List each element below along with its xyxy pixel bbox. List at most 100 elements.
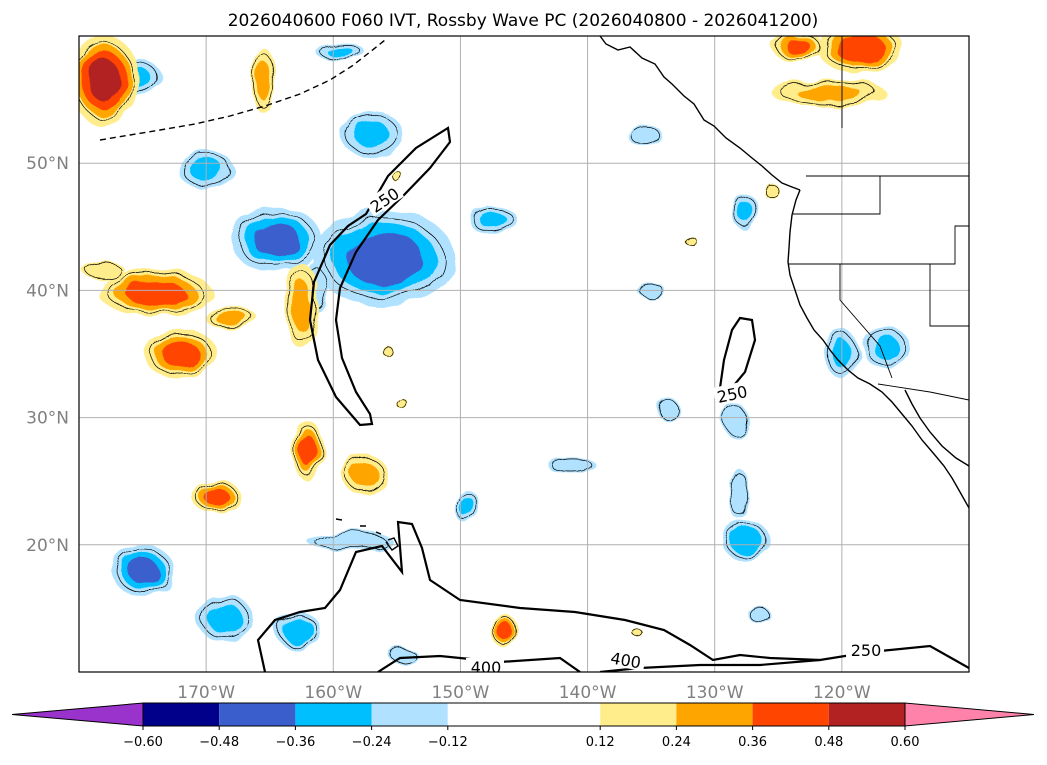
- anomaly-level: [125, 281, 185, 305]
- ivt-contour-250-south: [256, 520, 969, 672]
- anomaly-region: [492, 614, 518, 649]
- anomaly-region: [722, 521, 771, 561]
- colorbar-segment: [371, 703, 448, 726]
- anomaly-outline: [79, 42, 134, 119]
- anomaly-outline: [781, 81, 877, 106]
- colorbar-segment: [143, 703, 220, 726]
- anomaly-region: [340, 111, 403, 157]
- anomaly-level: [723, 404, 750, 439]
- anomaly-outline: [209, 308, 254, 329]
- anomaly-outline: [201, 599, 250, 638]
- anomaly-outline: [398, 399, 409, 410]
- axis-ticks: 170°W 160°W 150°W 140°W 130°W 120°W 20°N 30°N 40…: [26, 154, 871, 703]
- colorbar-tick-label: 0.12: [586, 735, 615, 750]
- anomaly-region: [111, 544, 174, 596]
- anomaly-level: [326, 45, 353, 57]
- anomaly-level: [655, 396, 678, 419]
- colorbar-tick-label: −0.60: [123, 735, 163, 750]
- anomaly-region: [391, 170, 403, 182]
- anomaly-outline: [775, 36, 819, 60]
- colorbar-segment: [600, 703, 677, 726]
- colorbar-tick-label: −0.36: [275, 735, 315, 750]
- ivt-contour-label: 400: [471, 658, 502, 677]
- anomaly-outline: [385, 348, 396, 360]
- colorbar-segment: [828, 703, 905, 726]
- anomaly-level: [291, 280, 312, 331]
- anomaly-level: [627, 123, 662, 147]
- anomaly-level: [353, 121, 389, 147]
- anomaly-region: [192, 479, 241, 514]
- colorbar-frame: [142, 702, 906, 727]
- anomaly-outline: [730, 472, 748, 516]
- hawaiian-islands: [335, 518, 399, 551]
- anomaly-outline: [455, 492, 478, 522]
- anomaly-outline: [86, 263, 123, 279]
- anomaly-level: [299, 435, 316, 467]
- borders: [788, 36, 969, 401]
- anomaly-outline: [391, 648, 416, 663]
- anomaly-outline: [471, 206, 513, 232]
- anomaly-outline: [319, 42, 361, 60]
- anomaly-level: [384, 348, 397, 360]
- anomaly-region: [251, 47, 275, 114]
- anomaly-outline: [195, 481, 237, 512]
- anomaly-level: [478, 211, 506, 228]
- ivt-contour-label: 400: [609, 648, 642, 672]
- anomaly-level: [203, 487, 229, 506]
- x-tick-label: 160°W: [304, 683, 362, 703]
- anomaly-outline: [294, 425, 322, 476]
- anomaly-outline: [279, 615, 319, 648]
- anomaly-outline: [764, 184, 780, 198]
- anomaly-region: [548, 457, 597, 475]
- anomaly-outline: [391, 170, 402, 182]
- anomaly-outline: [253, 52, 274, 109]
- anomaly-level: [872, 336, 900, 359]
- anomaly-level: [252, 222, 300, 257]
- anomaly-region: [83, 262, 126, 280]
- colorbar-tick-label: 0.48: [814, 735, 843, 750]
- anomaly-outline: [286, 269, 317, 342]
- x-tick-label: 150°W: [432, 683, 490, 703]
- anomaly-region: [342, 454, 388, 495]
- anomaly-region: [397, 399, 409, 411]
- anomaly-region: [312, 210, 456, 308]
- anomaly-level: [548, 457, 597, 475]
- anomaly-region: [763, 184, 781, 199]
- anomaly-outline: [345, 457, 385, 492]
- anomaly-outline: [493, 616, 516, 646]
- or-ca-border: [788, 225, 969, 265]
- anomaly-region: [79, 36, 139, 127]
- anomaly-level: [283, 618, 315, 644]
- anomaly-level: [682, 235, 697, 244]
- anomaly-outline: [825, 36, 897, 71]
- colorbar-tick-label: 0.24: [662, 735, 691, 750]
- map-frame: [78, 35, 970, 673]
- anomaly-level: [729, 527, 764, 555]
- anomaly-outline: [116, 548, 169, 592]
- anomaly-region: [862, 327, 911, 368]
- anomaly-region: [230, 206, 322, 273]
- anomaly-outline: [149, 333, 212, 375]
- ivt-contour-labels: 250 250 250 400 400: [364, 181, 884, 677]
- x-tick-label: 140°W: [559, 683, 617, 703]
- anomaly-outline: [237, 211, 315, 268]
- us-mexico-border: [877, 383, 969, 401]
- graticule: [79, 36, 969, 672]
- anomaly-region: [682, 235, 697, 244]
- ivt-contour-250-west: [308, 126, 452, 427]
- x-tick-label: 130°W: [686, 683, 744, 703]
- anomaly-region: [818, 36, 904, 75]
- anomaly-region: [732, 193, 759, 231]
- anomaly-level: [207, 604, 243, 633]
- anomaly-region: [196, 595, 254, 642]
- anomaly-level: [728, 468, 749, 520]
- anomaly-outline: [734, 195, 757, 228]
- anomaly-outline: [749, 607, 770, 623]
- anomaly-outline: [107, 273, 203, 313]
- y-tick-label: 20°N: [26, 536, 69, 556]
- ivt-contour-label: 250: [851, 641, 882, 660]
- anomaly-region: [307, 531, 393, 551]
- colorbar-segment: [676, 703, 753, 726]
- anomaly-region: [284, 262, 319, 349]
- anomaly-outline: [726, 524, 767, 558]
